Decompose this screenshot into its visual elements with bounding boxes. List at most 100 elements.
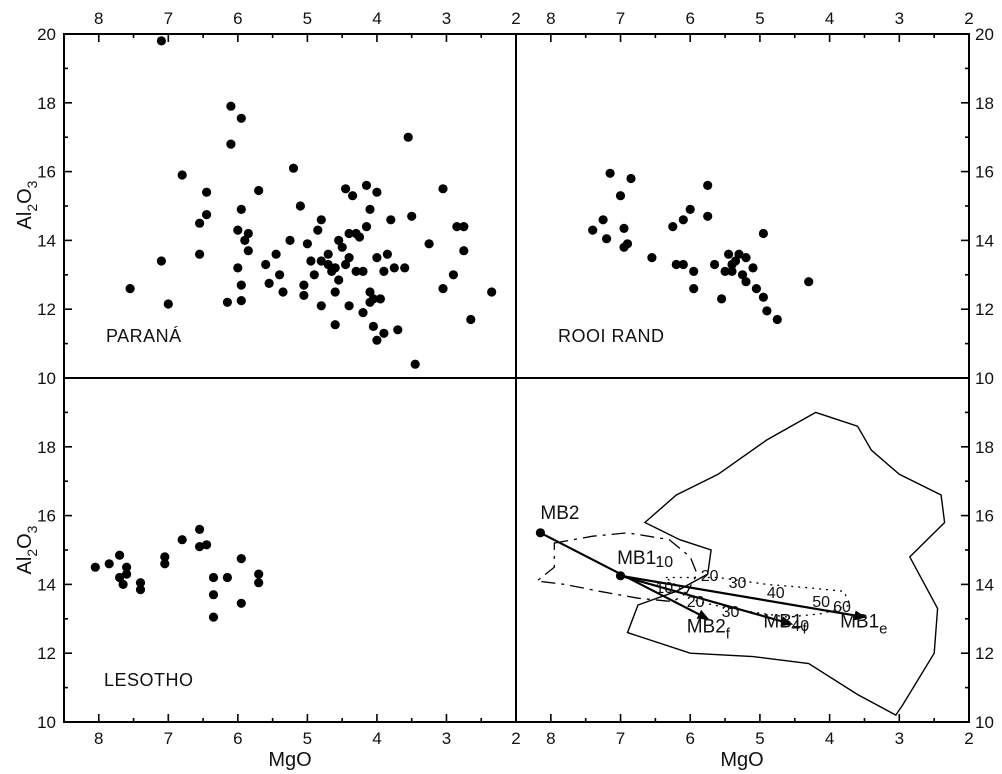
data-point xyxy=(678,259,688,270)
x-tick-label: 3 xyxy=(442,729,451,748)
data-point xyxy=(125,284,135,294)
data-point xyxy=(393,325,403,335)
data-point xyxy=(285,235,295,245)
data-point xyxy=(226,101,236,111)
data-point xyxy=(226,139,236,149)
y-tick-label: 16 xyxy=(37,507,56,526)
x-tick-label: 5 xyxy=(303,729,312,748)
data-point xyxy=(354,232,365,242)
percent-label: 30 xyxy=(722,604,740,621)
data-point xyxy=(448,270,458,280)
y-tick-label: 12 xyxy=(975,300,994,319)
data-point xyxy=(90,562,100,572)
data-point xyxy=(341,259,351,270)
data-point xyxy=(358,308,368,318)
data-point xyxy=(344,301,354,311)
data-point xyxy=(748,263,758,273)
data-point xyxy=(671,259,681,270)
solid-field-outline xyxy=(626,411,946,717)
y-tick-label: 20 xyxy=(975,25,994,44)
x-tick-label: 4 xyxy=(372,9,381,28)
data-point xyxy=(804,277,814,287)
y-tick-label: 18 xyxy=(37,438,56,457)
x-tick-label: 7 xyxy=(616,729,625,748)
data-point xyxy=(717,294,727,304)
data-point xyxy=(288,163,299,173)
y-tick-label: 12 xyxy=(37,300,56,319)
data-point xyxy=(358,266,368,276)
data-point xyxy=(275,270,285,280)
x-tick-label: 8 xyxy=(94,9,103,28)
data-point xyxy=(466,314,476,325)
data-point xyxy=(334,235,344,245)
x-tick-label: 4 xyxy=(825,729,834,748)
data-point xyxy=(407,211,417,221)
data-point xyxy=(160,559,170,569)
data-point xyxy=(202,540,212,550)
x-tick-label: 2 xyxy=(511,729,520,748)
data-point xyxy=(208,612,219,622)
x-tick-label: 8 xyxy=(94,729,103,748)
data-point xyxy=(372,253,382,263)
data-point xyxy=(163,299,173,309)
percent-label: 40 xyxy=(767,585,785,602)
y-tick-label: 18 xyxy=(975,438,994,457)
x-tick-label: 6 xyxy=(685,729,694,748)
data-point xyxy=(316,256,326,266)
dashed-field-outline xyxy=(535,532,698,603)
data-point xyxy=(323,259,333,270)
data-point xyxy=(233,225,243,235)
data-point xyxy=(233,263,243,273)
data-point xyxy=(295,201,305,211)
y-tick-label: 18 xyxy=(975,94,994,113)
x-axis-title-right: MgO xyxy=(720,749,763,771)
data-point xyxy=(243,228,253,239)
data-point xyxy=(122,569,132,579)
data-point xyxy=(299,290,309,300)
data-point xyxy=(334,275,344,285)
y-tick-label: 16 xyxy=(975,507,994,526)
data-point xyxy=(372,187,382,197)
data-point xyxy=(177,535,187,545)
data-point xyxy=(689,266,699,276)
x-tick-label: 3 xyxy=(442,9,451,28)
data-point xyxy=(438,184,448,194)
data-point xyxy=(751,284,762,294)
data-point xyxy=(403,132,413,142)
x-tick-label: 6 xyxy=(685,9,694,28)
data-point xyxy=(195,524,205,535)
data-point xyxy=(341,184,351,194)
data-point xyxy=(727,259,737,270)
sample-label: MB1f xyxy=(763,611,807,637)
data-point xyxy=(452,222,462,232)
axis-ticks: 8 7 6 5 4 3 2 8 7 6 5 4 3 28 7 6 5 4 3 2 8 7 6 5 4 3 2101214161820… xyxy=(37,9,994,748)
data-point xyxy=(240,235,250,245)
data-point xyxy=(115,550,125,560)
data-point xyxy=(202,210,212,220)
panel-label-rooi-rand: ROOI RAND xyxy=(558,326,665,346)
data-point xyxy=(177,170,187,180)
vector-arrow xyxy=(620,574,794,627)
data-point xyxy=(622,239,633,249)
data-point xyxy=(316,215,326,225)
data-point xyxy=(254,569,264,579)
percent-label: 20 xyxy=(701,568,719,585)
data-point xyxy=(156,36,166,46)
panel-frames xyxy=(63,33,970,723)
data-point xyxy=(375,294,385,304)
data-point xyxy=(195,249,205,259)
data-points xyxy=(90,36,814,622)
data-point xyxy=(588,225,598,235)
x-tick-label: 5 xyxy=(303,9,312,28)
y-tick-label: 10 xyxy=(37,369,56,388)
data-point xyxy=(236,204,246,214)
data-point xyxy=(278,287,288,297)
data-point xyxy=(348,191,358,201)
data-point xyxy=(619,223,629,233)
data-point xyxy=(772,314,782,325)
data-point xyxy=(727,266,737,276)
data-point xyxy=(605,168,615,178)
data-point xyxy=(703,180,713,190)
data-point xyxy=(758,292,769,302)
